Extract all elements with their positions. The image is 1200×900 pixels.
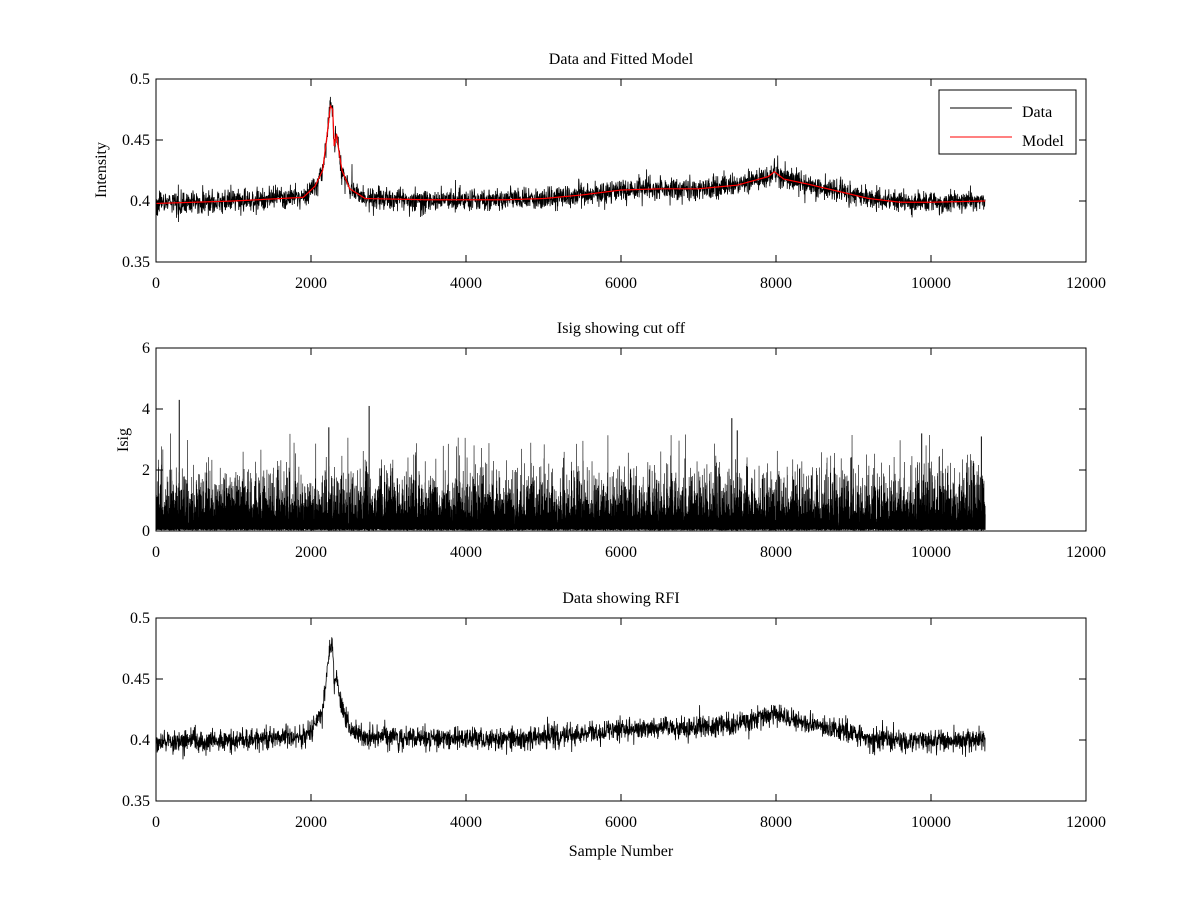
panel-3-series-data-line (155, 637, 986, 760)
panel-3-ytick-label-0: 0.35 (122, 793, 150, 810)
panel-3-xtick-label-4: 8000 (760, 814, 792, 831)
panel-1-xtick-label-3: 6000 (605, 275, 637, 292)
panel-3-xtick-label-1: 2000 (295, 814, 327, 831)
panel-2: Isig showing cut off Isig 0 2000 4000 6000 8… (115, 320, 1106, 561)
panel-2-ytick-label-3: 6 (142, 340, 150, 357)
panel-2-xtick-label-6: 12000 (1066, 544, 1106, 561)
panel-1-series-data-line (155, 96, 986, 222)
panel-1-ytick-label-2: 0.45 (122, 132, 150, 149)
panel-2-xtick-label-1: 2000 (295, 544, 327, 561)
legend-box (938, 89, 1077, 155)
panel-3: Data showing RFI Sample Number 0 2000 4000… (122, 590, 1106, 860)
panel-3-xlabel: Sample Number (569, 843, 674, 860)
panel-3-xtick-label-0: 0 (152, 814, 160, 831)
panel-1-xtick-label-5: 10000 (911, 275, 951, 292)
panel-3-plot-area (156, 618, 1086, 801)
panel-2-ytick-label-2: 4 (142, 401, 150, 418)
panel-2-series-isig-line (155, 433, 986, 532)
legend-data-label: Data (1022, 104, 1052, 121)
panel-3-ytick-label-3: 0.5 (130, 610, 150, 627)
panel-2-ytick-label-0: 0 (142, 523, 150, 540)
panel-1-xtick-label-2: 4000 (450, 275, 482, 292)
panel-1-ytick-label-0: 0.35 (122, 254, 150, 271)
panel-1-xtick-label-0: 0 (152, 275, 160, 292)
panel-3-xtick-label-5: 10000 (911, 814, 951, 831)
panel-2-xtick-label-0: 0 (152, 544, 160, 561)
panel-2-xtick-label-2: 4000 (450, 544, 482, 561)
panel-1: Data and Fitted Model Intensity 0 2000 400… (93, 51, 1106, 292)
panel-2-ytick-label-1: 2 (142, 462, 150, 479)
panel-2-title: Isig showing cut off (557, 320, 686, 337)
legend-model-label: Model (1022, 133, 1064, 150)
panel-1-series-model-line (155, 104, 986, 205)
panel-2-plot: 0 2000 4000 6000 8000 10000 12000 0 2 4 6 (142, 340, 1106, 561)
panel-1-title: Data and Fitted Model (549, 51, 694, 68)
panel-3-title: Data showing RFI (562, 590, 679, 607)
panel-1-ytick-label-1: 0.4 (130, 193, 150, 210)
panel-2-ylabel: Isig (115, 428, 132, 452)
panel-3-xtick-label-2: 4000 (450, 814, 482, 831)
panel-2-xtick-label-5: 10000 (911, 544, 951, 561)
panel-1-plot-area (156, 79, 1086, 262)
panel-1-xtick-label-4: 8000 (760, 275, 792, 292)
panel-1-plot: 0 2000 4000 6000 8000 10000 12000 0.35 0.4 0.45 0.… (122, 71, 1106, 292)
panel-3-xtick-label-6: 12000 (1066, 814, 1106, 831)
panel-3-ytick-label-2: 0.45 (122, 671, 150, 688)
panel-2-xtick-label-3: 6000 (605, 544, 637, 561)
panel-3-plot: 0 2000 4000 6000 8000 10000 12000 0.35 0.4 0.45 0.… (122, 610, 1106, 831)
panel-1-xtick-label-1: 2000 (295, 275, 327, 292)
panel-2-xtick-label-4: 8000 (760, 544, 792, 561)
panel-3-xtick-label-3: 6000 (605, 814, 637, 831)
panel-1-ylabel: Intensity (93, 142, 110, 198)
panel-3-ytick-label-1: 0.4 (130, 732, 150, 749)
panel-1-legend: Data Model (938, 89, 1077, 155)
panel-1-xtick-label-6: 12000 (1066, 275, 1106, 292)
panel-1-ytick-label-3: 0.5 (130, 71, 150, 88)
